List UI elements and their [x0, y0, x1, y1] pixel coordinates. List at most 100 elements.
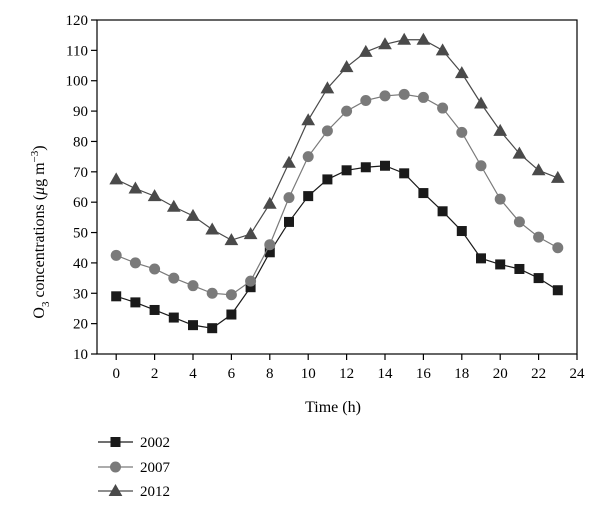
data-point-2007 — [379, 90, 391, 102]
data-point-2007 — [225, 289, 237, 301]
data-point-2002 — [514, 263, 525, 274]
series-2012 — [109, 32, 565, 246]
data-point-2012 — [243, 227, 258, 240]
data-point-2012 — [493, 123, 508, 136]
data-point-2002 — [476, 253, 486, 264]
y-tick-label: 120 — [66, 13, 89, 29]
data-point-2007 — [417, 91, 429, 103]
x-tick-label: 24 — [570, 366, 586, 382]
data-point-2012 — [416, 32, 431, 45]
x-tick-label: 6 — [228, 366, 236, 382]
series-2002 — [111, 160, 563, 334]
data-point-2012 — [378, 37, 392, 50]
series-layer — [109, 32, 565, 334]
data-point-2012 — [205, 222, 220, 235]
data-point-2002 — [149, 304, 160, 315]
legend: 2002 2007 2012 — [98, 435, 171, 500]
y-tick-label: 20 — [73, 317, 88, 333]
x-tick-label: 8 — [266, 366, 274, 382]
data-point-2012 — [282, 155, 296, 168]
data-point-2007 — [341, 105, 353, 117]
legend-item-2002: 2002 — [98, 435, 170, 451]
data-point-2012 — [186, 208, 200, 221]
series-line-2012 — [115, 39, 559, 241]
data-point-2012 — [474, 96, 488, 109]
data-point-2007 — [552, 242, 564, 254]
data-point-2007 — [360, 94, 372, 106]
data-point-2007 — [245, 275, 257, 287]
x-tick-label: 14 — [378, 366, 394, 382]
plot-frame — [96, 19, 578, 355]
x-axis-title: Time (h) — [305, 399, 361, 416]
data-point-2002 — [168, 312, 179, 323]
data-point-2002 — [322, 174, 333, 185]
data-point-2002 — [130, 297, 141, 308]
data-point-2007 — [475, 160, 487, 172]
data-point-2007 — [456, 126, 468, 138]
data-point-2007 — [533, 231, 545, 243]
svg-text:O3 concentrations (μg m−3): O3 concentrations (μg m−3) — [29, 145, 52, 318]
data-point-2007 — [110, 249, 122, 261]
data-point-2007 — [398, 88, 410, 100]
data-point-2012 — [435, 43, 450, 56]
y-tick-label: 100 — [66, 74, 89, 90]
data-point-2012 — [339, 60, 354, 73]
data-point-2012 — [147, 189, 162, 202]
data-point-2002 — [226, 309, 237, 320]
legend-item-2012: 2012 — [98, 483, 170, 500]
data-point-2002 — [284, 216, 294, 227]
data-point-2002 — [360, 162, 371, 173]
data-point-2007 — [302, 151, 314, 163]
x-tick-label: 4 — [189, 366, 197, 382]
data-point-2007 — [513, 216, 525, 228]
series-line-2007 — [115, 93, 559, 296]
x-tick-label: 16 — [416, 366, 432, 382]
data-point-2012 — [550, 170, 565, 183]
y-tick-label: 80 — [73, 134, 88, 150]
data-point-2002 — [399, 168, 410, 179]
data-point-2012 — [320, 81, 335, 94]
data-point-2002 — [188, 320, 198, 331]
legend-item-2007: 2007 — [98, 460, 171, 476]
data-point-2002 — [437, 206, 448, 217]
y-tick-label: 40 — [73, 256, 88, 272]
legend-marker — [110, 437, 121, 447]
data-point-2007 — [264, 239, 276, 251]
data-point-2012 — [531, 163, 546, 176]
data-point-2012 — [358, 44, 373, 57]
data-point-2007 — [494, 193, 506, 205]
legend-marker — [110, 461, 121, 473]
data-point-2012 — [262, 196, 277, 209]
data-point-2007 — [129, 257, 141, 269]
data-point-2007 — [437, 102, 449, 114]
x-tick-label: 0 — [112, 366, 120, 382]
x-tick-label: 22 — [531, 366, 546, 382]
series-line-2002 — [116, 165, 559, 329]
data-point-2002 — [380, 160, 390, 171]
y-tick-label: 30 — [73, 286, 88, 302]
data-point-2007 — [206, 287, 218, 299]
data-point-2002 — [418, 188, 429, 199]
data-point-2002 — [341, 165, 352, 176]
x-tick-label: 10 — [301, 366, 316, 382]
legend-label: 2002 — [140, 435, 170, 451]
y-tick-label: 70 — [73, 165, 88, 181]
data-point-2012 — [397, 32, 412, 45]
data-point-2002 — [207, 323, 218, 334]
x-tick-label: 18 — [454, 366, 469, 382]
data-point-2007 — [149, 263, 161, 275]
y-tick-label: 90 — [73, 104, 88, 120]
data-point-2012 — [109, 172, 124, 185]
legend-label: 2012 — [140, 484, 170, 500]
data-point-2002 — [111, 291, 122, 302]
x-tick-label: 2 — [151, 366, 159, 382]
x-tick-label: 20 — [493, 366, 508, 382]
y-tick-label: 50 — [73, 226, 88, 242]
y-tick-label: 110 — [66, 43, 88, 59]
y-tick-label: 60 — [73, 195, 88, 211]
x-tick-label: 12 — [339, 366, 354, 382]
y-tick-label: 10 — [73, 347, 88, 363]
data-point-2007 — [187, 280, 199, 292]
